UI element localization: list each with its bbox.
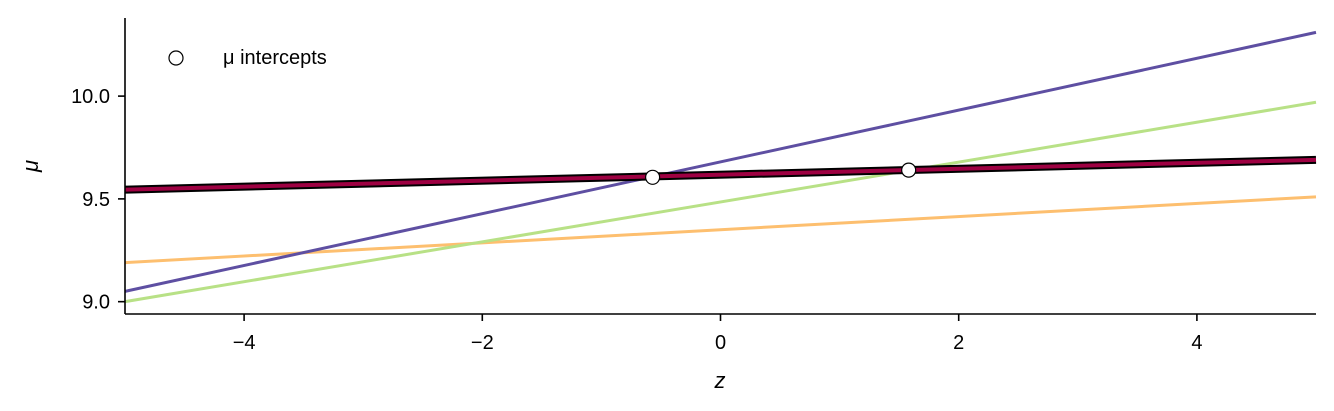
y-axis-label: μ — [18, 160, 43, 173]
legend-label: μ intercepts — [223, 47, 327, 69]
series-line-3 — [124, 30, 1317, 293]
series-line-1 — [124, 195, 1317, 265]
series-layer — [124, 30, 1317, 304]
series-line-4 — [124, 157, 1317, 192]
y-tick-label: 9.0 — [82, 292, 110, 314]
x-axis-label: z — [714, 368, 726, 393]
intercept-point-1 — [645, 169, 661, 185]
x-tick-label: −4 — [233, 332, 256, 354]
x-tick-label: 2 — [953, 332, 964, 354]
x-tick-label: −2 — [471, 332, 494, 354]
y-tick-label: 10.0 — [71, 86, 110, 108]
intercept-points-layer — [645, 162, 917, 185]
series-line-2 — [124, 100, 1317, 304]
legend-marker — [168, 50, 184, 66]
y-ticks: 9.0 9.5 10.0 — [71, 86, 125, 314]
legend: μ intercepts — [168, 47, 327, 69]
x-tick-label: 0 — [715, 332, 726, 354]
y-tick-label: 9.5 — [82, 189, 110, 211]
x-tick-label: 4 — [1191, 332, 1202, 354]
x-ticks: −4 −2 0 2 4 — [233, 314, 1202, 354]
intercept-point-2 — [901, 162, 917, 178]
